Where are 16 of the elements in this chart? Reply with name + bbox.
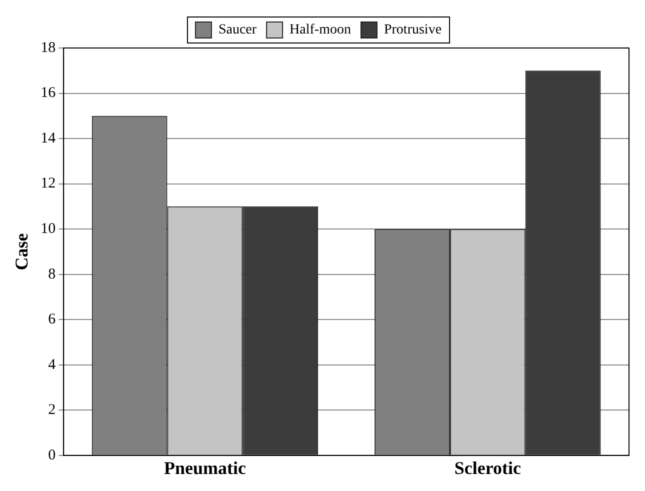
y-tick-label: 4 <box>48 356 56 373</box>
y-tick-label: 10 <box>40 221 56 238</box>
y-axis-title: Case <box>11 233 32 270</box>
legend-label: Saucer <box>218 22 257 38</box>
y-tick-label: 14 <box>40 130 56 146</box>
y-tick-label: 6 <box>48 312 56 328</box>
x-tick-label: Sclerotic <box>454 458 521 478</box>
y-tick-label: 18 <box>40 40 56 56</box>
y-tick-label: 2 <box>48 402 56 418</box>
legend-label: Half-moon <box>290 22 351 38</box>
legend-label: Protrusive <box>384 22 442 38</box>
y-tick-label: 16 <box>40 85 56 102</box>
y-tick-label: 12 <box>40 176 56 192</box>
y-tick-label: 0 <box>48 447 56 464</box>
y-tick-label: 8 <box>48 266 56 282</box>
x-tick-label: Pneumatic <box>164 458 246 478</box>
